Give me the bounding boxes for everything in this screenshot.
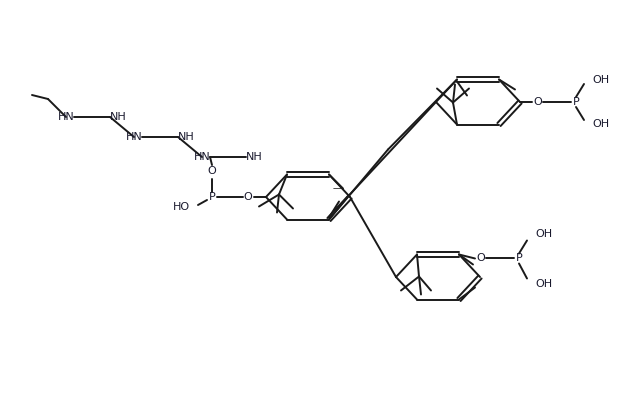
- Text: P: P: [573, 97, 579, 107]
- Text: O: O: [244, 192, 253, 202]
- Text: P: P: [209, 192, 215, 202]
- Text: HN: HN: [58, 112, 74, 122]
- Text: HN: HN: [126, 132, 142, 142]
- Text: P: P: [516, 253, 522, 264]
- Text: NH: NH: [110, 112, 126, 122]
- Text: O: O: [534, 97, 542, 107]
- Text: OH: OH: [535, 279, 552, 289]
- Text: O: O: [477, 253, 485, 264]
- Text: OH: OH: [535, 229, 552, 239]
- Text: HN: HN: [194, 152, 210, 162]
- Text: OH: OH: [592, 75, 609, 85]
- Text: NH: NH: [246, 152, 262, 162]
- Text: NH: NH: [178, 132, 194, 142]
- Text: OH: OH: [592, 119, 609, 129]
- Text: O: O: [207, 166, 217, 176]
- Text: —: —: [333, 184, 341, 193]
- Text: HO: HO: [173, 202, 190, 212]
